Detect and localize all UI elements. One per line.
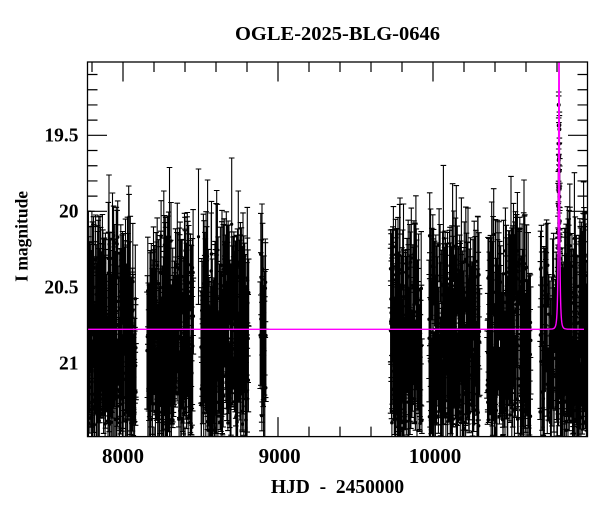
svg-text:20: 20 — [59, 202, 79, 223]
svg-text:OGLE-2025-BLG-0646: OGLE-2025-BLG-0646 — [235, 23, 440, 45]
svg-text:19.5: 19.5 — [44, 126, 78, 147]
svg-text:8000: 8000 — [102, 444, 144, 468]
svg-text:21: 21 — [59, 354, 79, 375]
svg-text:20.5: 20.5 — [44, 278, 78, 299]
svg-text:10000: 10000 — [409, 444, 462, 468]
svg-text:9000: 9000 — [259, 444, 301, 468]
svg-text:HJD - 2450000: HJD - 2450000 — [271, 477, 404, 498]
svg-text:I magnitude: I magnitude — [12, 191, 32, 282]
